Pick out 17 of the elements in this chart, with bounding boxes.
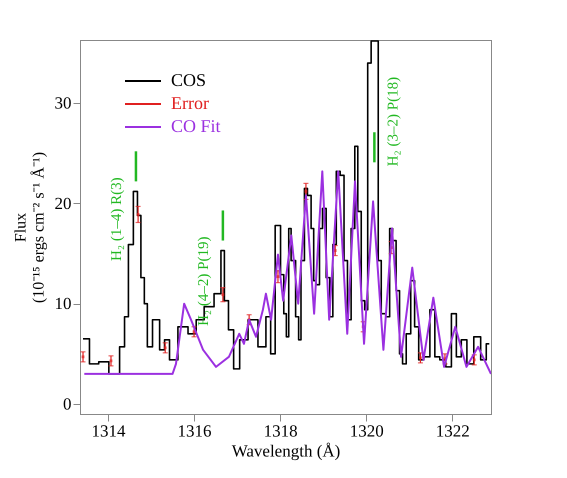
x-tick-label: 1322 [436,422,470,440]
annotation: H₂ (3–2) P(18) [385,76,402,166]
y-tick-label: 0 [63,394,72,414]
x-axis-title: Wavelength (Å) [232,442,340,460]
annotation: H₂ (1–4) R(3) [108,177,125,261]
x-tick-label: 1314 [91,422,126,440]
x-tick-label: 1316 [178,422,212,440]
y-tick-label: 20 [54,194,72,213]
y-axis-title: Flux (10⁻¹⁵ ergs cm⁻² s⁻¹ Å⁻¹) [12,152,48,304]
annotation: H₂ (4–2) P(19) [196,236,212,326]
y-tick-label: 10 [54,294,72,314]
legend-label: Error [171,93,209,113]
y-tick-label: 30 [54,94,72,113]
legend-label: COS [171,70,206,90]
legend-label: CO Fit [171,116,221,136]
x-tick-label: 1320 [350,422,384,440]
x-tick-label: 1318 [264,422,298,440]
